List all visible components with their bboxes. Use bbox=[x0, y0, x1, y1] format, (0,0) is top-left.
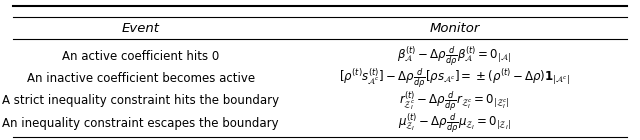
Text: An active coefficient hits 0: An active coefficient hits 0 bbox=[62, 50, 220, 62]
Text: An inactive coefficient becomes active: An inactive coefficient becomes active bbox=[27, 72, 255, 85]
Text: $r_{\mathcal{Z}_I^c}^{(t)} - \Delta\rho\frac{d}{d\rho}r_{\mathcal{Z}_I^c} = 0_{|: $r_{\mathcal{Z}_I^c}^{(t)} - \Delta\rho\… bbox=[399, 89, 509, 113]
Text: Monitor: Monitor bbox=[429, 22, 479, 34]
Text: Event: Event bbox=[122, 22, 160, 34]
Text: $\mu_{\mathcal{Z}_I}^{(t)} - \Delta\rho\frac{d}{d\rho}\mu_{\mathcal{Z}_I} = 0_{|: $\mu_{\mathcal{Z}_I}^{(t)} - \Delta\rho\… bbox=[398, 111, 511, 135]
Text: An inequality constraint escapes the boundary: An inequality constraint escapes the bou… bbox=[3, 117, 279, 130]
Text: $\beta_{\mathcal{A}}^{(t)} - \Delta\rho\frac{d}{d\rho}\beta_{\mathcal{A}}^{(t)} : $\beta_{\mathcal{A}}^{(t)} - \Delta\rho\… bbox=[397, 44, 511, 68]
Text: $[\rho^{(t)}s_{\mathcal{A}^c}^{(t)}] - \Delta\rho\frac{d}{d\rho}[\rho s_{\mathca: $[\rho^{(t)}s_{\mathcal{A}^c}^{(t)}] - \… bbox=[339, 67, 570, 90]
Text: A strict inequality constraint hits the boundary: A strict inequality constraint hits the … bbox=[2, 94, 280, 107]
